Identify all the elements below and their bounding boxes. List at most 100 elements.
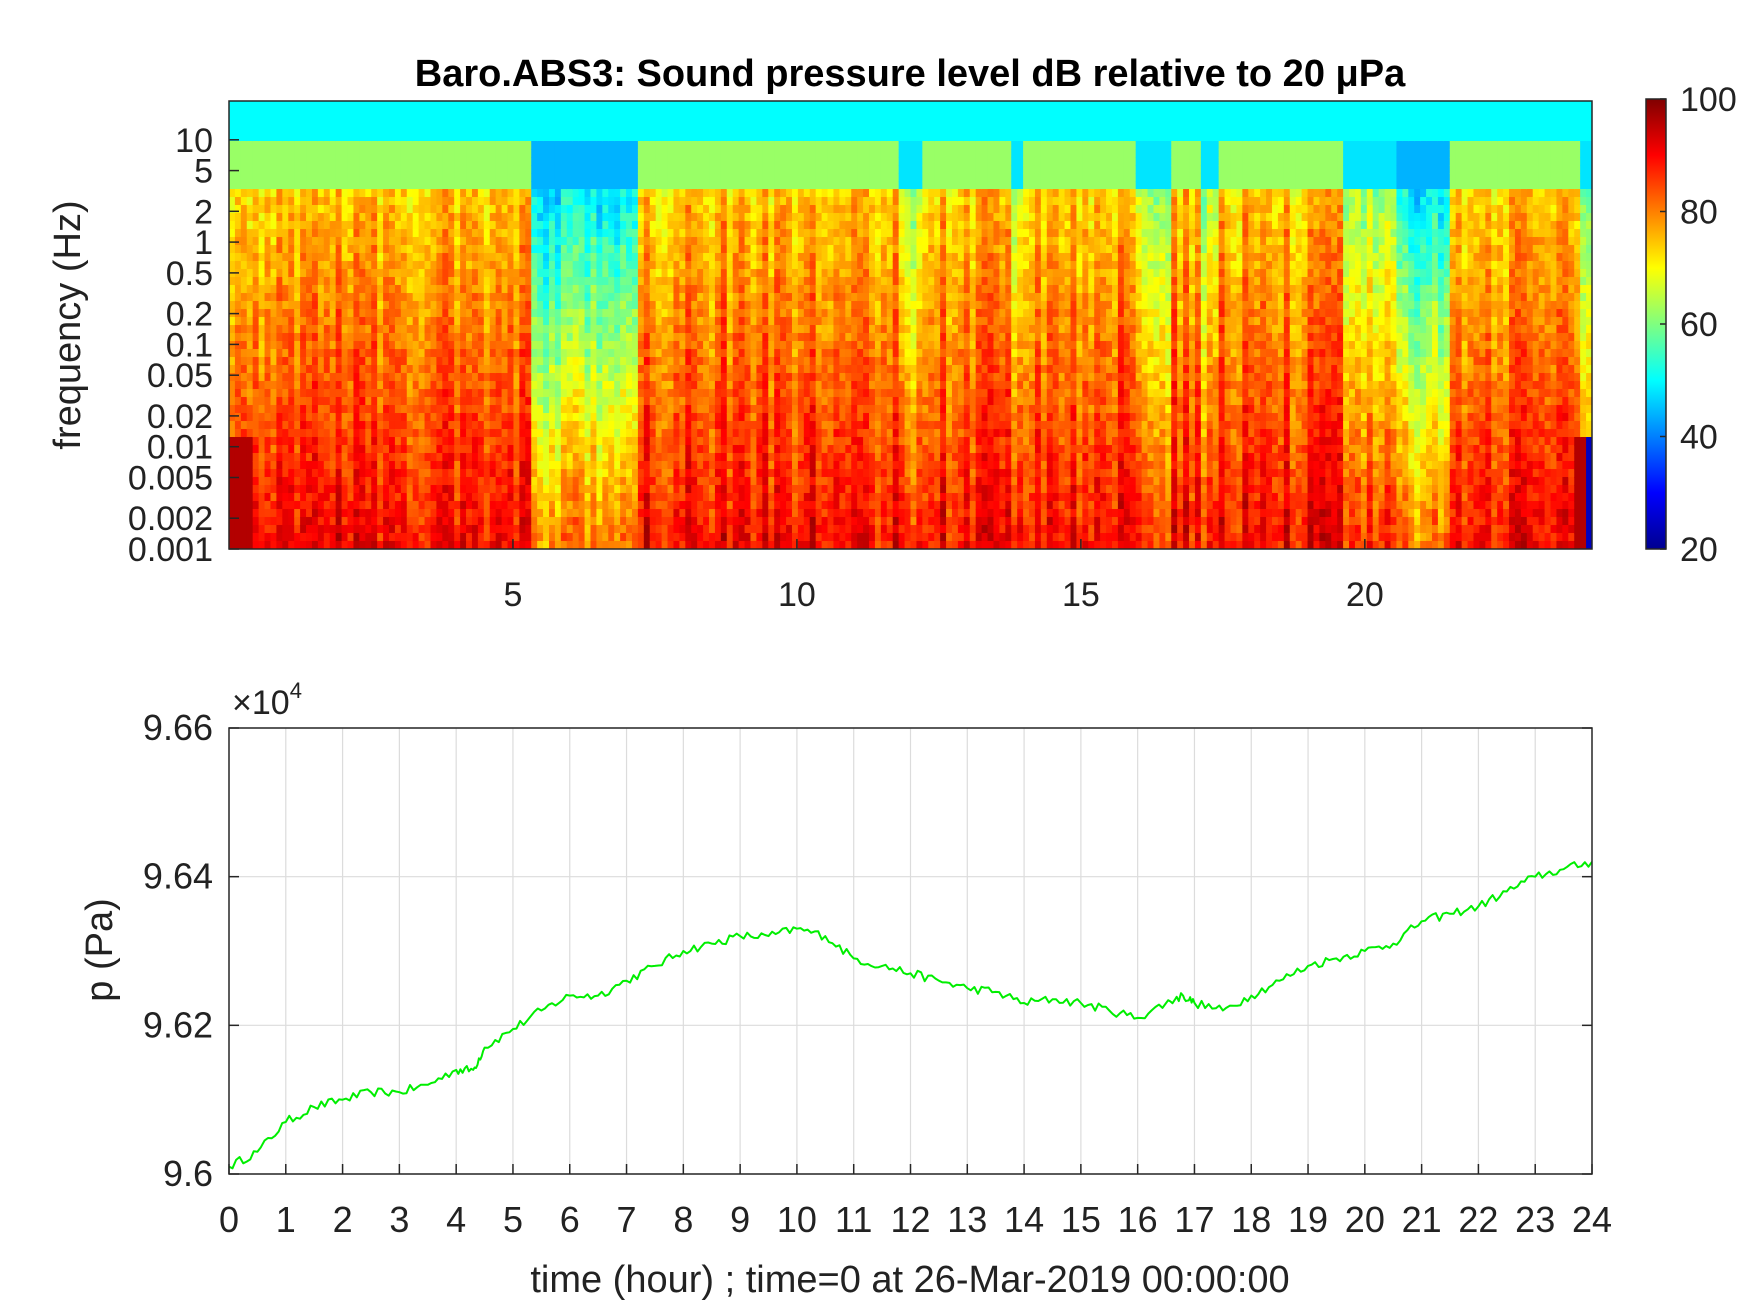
heatmap-cell (655, 381, 663, 390)
heatmap-cell (507, 277, 515, 286)
heatmap-cell (471, 261, 479, 270)
heatmap-cell (317, 197, 325, 206)
heatmap-cell (288, 285, 295, 294)
heatmap-cell (501, 469, 509, 478)
heatmap-cell (590, 157, 598, 166)
heatmap-cell (454, 101, 461, 110)
heatmap-cell (418, 397, 426, 406)
heatmap-cell (406, 533, 414, 542)
heatmap-cell (323, 125, 331, 134)
heatmap-cell (732, 429, 740, 438)
heatmap-cell (418, 349, 426, 358)
heatmap-cell (406, 181, 414, 190)
heatmap-cell (436, 253, 443, 262)
heatmap-cell (306, 349, 313, 358)
heatmap-cell (270, 365, 278, 374)
heatmap-cell (679, 261, 686, 270)
heatmap-cell (288, 301, 295, 310)
heatmap-cell (359, 125, 366, 134)
heatmap-cell (697, 389, 704, 398)
heatmap-cell (234, 373, 242, 382)
heatmap-cell (720, 341, 728, 350)
heatmap-cell (264, 309, 272, 318)
heatmap-cell (454, 461, 461, 470)
heatmap-cell (584, 189, 592, 198)
heatmap-cell (329, 349, 337, 358)
heatmap-cell (306, 269, 313, 278)
heatmap-cell (311, 173, 319, 182)
heatmap-cell (282, 453, 289, 462)
heatmap-cell (477, 109, 485, 118)
heatmap-cell (709, 453, 716, 462)
heatmap-cell (519, 461, 526, 470)
heatmap-cell (258, 517, 266, 526)
heatmap-cell (525, 333, 532, 342)
heatmap-cell (418, 469, 426, 478)
heatmap-cell (572, 109, 580, 118)
heatmap-cell (655, 325, 663, 334)
heatmap-cell (525, 453, 532, 462)
heatmap-cell (335, 189, 343, 198)
heatmap-cell (519, 213, 526, 222)
heatmap-cell (353, 285, 360, 294)
heatmap-cell (389, 149, 396, 158)
heatmap-cell (270, 253, 278, 262)
heatmap-cell (637, 197, 645, 206)
heatmap-cell (489, 525, 497, 534)
heatmap-cell (317, 125, 325, 134)
heatmap-cell (572, 253, 580, 262)
heatmap-cell (359, 397, 366, 406)
heatmap-cell (507, 285, 515, 294)
heatmap-cell (264, 277, 272, 286)
heatmap-cell (288, 501, 295, 510)
heatmap-cell (454, 269, 461, 278)
heatmap-cell (406, 397, 414, 406)
heatmap-cell (507, 453, 515, 462)
heatmap-cell (412, 157, 420, 166)
heatmap-cell (560, 493, 568, 502)
heatmap-cell (282, 533, 289, 542)
heatmap-cell (276, 237, 283, 246)
heatmap-cell (560, 485, 568, 494)
heatmap-cell (667, 501, 675, 510)
heatmap-cell (608, 477, 615, 486)
heatmap-cell (590, 101, 598, 110)
heatmap-cell (448, 133, 455, 142)
heatmap-cell (673, 517, 680, 526)
heatmap-cell (329, 189, 337, 198)
heatmap-cell (637, 541, 645, 549)
heatmap-cell (317, 117, 325, 126)
heatmap-cell (726, 469, 734, 478)
heatmap-cell (507, 165, 515, 174)
heatmap-cell (489, 109, 497, 118)
heatmap-cell (323, 317, 331, 326)
heatmap-cell (466, 277, 473, 286)
heatmap-cell (537, 173, 544, 182)
heatmap-cell (288, 429, 295, 438)
heatmap-cell (703, 341, 710, 350)
heatmap-cell (264, 117, 272, 126)
heatmap-cell (412, 261, 420, 270)
heatmap-cell (661, 221, 669, 230)
heatmap-cell (466, 517, 473, 526)
heatmap-cell (750, 317, 758, 326)
heatmap-cell (383, 517, 390, 526)
heatmap-cell (436, 445, 443, 454)
heatmap-cell (442, 165, 449, 174)
heatmap-cell (229, 101, 236, 110)
heatmap-cell (513, 413, 520, 422)
heatmap-cell (246, 429, 254, 438)
heatmap-cell (554, 205, 562, 214)
heatmap-cell (353, 405, 360, 414)
heatmap-cell (649, 429, 657, 438)
heatmap-cell (691, 461, 698, 470)
heatmap-cell (643, 509, 651, 518)
heatmap-cell (495, 317, 503, 326)
heatmap-cell (714, 517, 722, 526)
heatmap-cell (335, 253, 343, 262)
heatmap-cell (477, 261, 485, 270)
heatmap-cell (341, 269, 349, 278)
heatmap-cell (732, 205, 740, 214)
heatmap-cell (697, 365, 704, 374)
heatmap-cell (282, 413, 289, 422)
